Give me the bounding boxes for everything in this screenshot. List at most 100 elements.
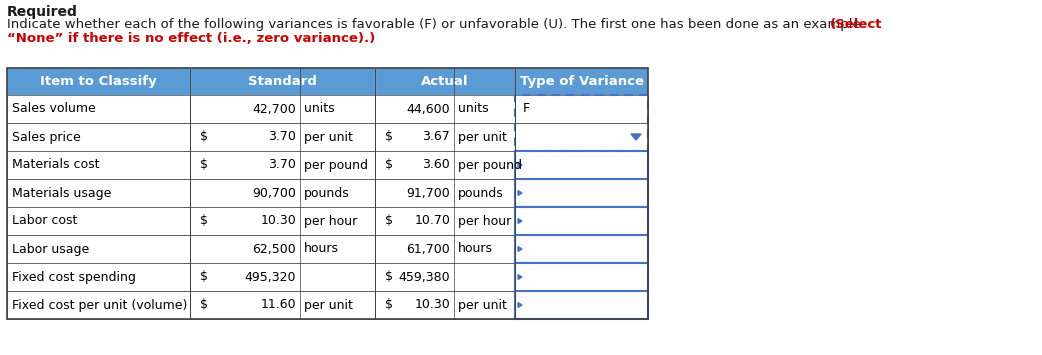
Text: per hour: per hour [304,214,357,228]
Text: $: $ [384,271,393,284]
Bar [515,207,648,235]
Text: per pound: per pound [458,158,522,171]
Text: Fixed cost per unit (volume): Fixed cost per unit (volume) [13,299,188,311]
Bar [375,151,515,179]
Text: 3.67: 3.67 [422,131,450,143]
Polygon shape [518,191,522,195]
Text: 61,700: 61,700 [406,242,450,256]
Text: (Select: (Select [830,18,883,31]
Bar [7,235,190,263]
Polygon shape [518,219,522,223]
Polygon shape [518,302,522,307]
Bar [7,68,190,95]
Bar [515,95,648,151]
Bar [190,95,375,123]
Text: Materials cost: Materials cost [13,158,99,171]
Text: units: units [304,103,334,115]
Bar [190,68,375,95]
Bar [375,123,515,151]
Text: 10.70: 10.70 [415,214,450,228]
Text: Indicate whether each of the following variances is favorable (F) or unfavorable: Indicate whether each of the following v… [7,18,869,31]
Text: per unit: per unit [304,299,353,311]
Bar [375,68,515,95]
Text: $: $ [384,299,393,311]
Bar [190,123,375,151]
Text: hours: hours [458,242,493,256]
Text: 10.30: 10.30 [260,214,296,228]
Bar [190,207,375,235]
Polygon shape [631,134,641,140]
Text: “None” if there is no effect (i.e., zero variance).): “None” if there is no effect (i.e., zero… [7,32,375,45]
Bar [190,263,375,291]
Text: Actual: Actual [421,75,469,88]
Bar [190,151,375,179]
Text: per hour: per hour [458,214,512,228]
Text: $: $ [384,214,393,228]
Bar [515,235,648,263]
Text: $: $ [384,131,393,143]
Bar [515,123,648,151]
Bar [515,207,648,235]
Polygon shape [518,275,522,279]
Polygon shape [518,302,522,307]
Bar [375,235,515,263]
Text: 91,700: 91,700 [406,186,450,200]
Text: Labor usage: Labor usage [13,242,90,256]
Text: Materials usage: Materials usage [13,186,111,200]
Text: 90,700: 90,700 [252,186,296,200]
Text: 3.70: 3.70 [268,158,296,171]
Text: per pound: per pound [304,158,368,171]
Text: Item to Classify: Item to Classify [41,75,157,88]
Text: Required: Required [7,5,78,19]
Bar [7,179,190,207]
Bar [375,263,515,291]
Text: $: $ [200,299,208,311]
Bar [7,151,190,179]
Polygon shape [518,247,522,251]
Bar [515,263,648,291]
Text: Type of Variance: Type of Variance [520,75,644,88]
Bar [515,95,648,123]
Text: 10.30: 10.30 [415,299,450,311]
Bar [7,207,190,235]
Text: hours: hours [304,242,339,256]
Text: 42,700: 42,700 [252,103,296,115]
Text: 459,380: 459,380 [398,271,450,284]
Polygon shape [518,219,522,223]
Text: $: $ [384,158,393,171]
Bar [7,95,190,123]
Text: $: $ [200,131,208,143]
Text: pounds: pounds [458,186,504,200]
Text: units: units [458,103,489,115]
Bar [515,179,648,207]
Text: 495,320: 495,320 [245,271,296,284]
Bar [515,151,648,179]
Bar [515,151,648,179]
Text: 11.60: 11.60 [260,299,296,311]
Bar [7,123,190,151]
Text: 44,600: 44,600 [406,103,450,115]
Bar [515,291,648,319]
Polygon shape [518,275,522,279]
Polygon shape [518,163,522,168]
Text: per unit: per unit [304,131,353,143]
Text: $: $ [200,271,208,284]
Bar [190,291,375,319]
Bar [375,291,515,319]
Text: Labor cost: Labor cost [13,214,77,228]
Text: Sales price: Sales price [13,131,80,143]
Text: per unit: per unit [458,131,507,143]
Bar [7,291,190,319]
Text: 62,500: 62,500 [252,242,296,256]
Bar [190,235,375,263]
Bar [7,68,648,319]
Bar [515,263,648,291]
Text: $: $ [200,214,208,228]
Bar [7,263,190,291]
Text: Fixed cost spending: Fixed cost spending [13,271,135,284]
Bar [190,179,375,207]
Bar [515,291,648,319]
Bar [375,95,515,123]
Text: pounds: pounds [304,186,350,200]
Bar [375,179,515,207]
